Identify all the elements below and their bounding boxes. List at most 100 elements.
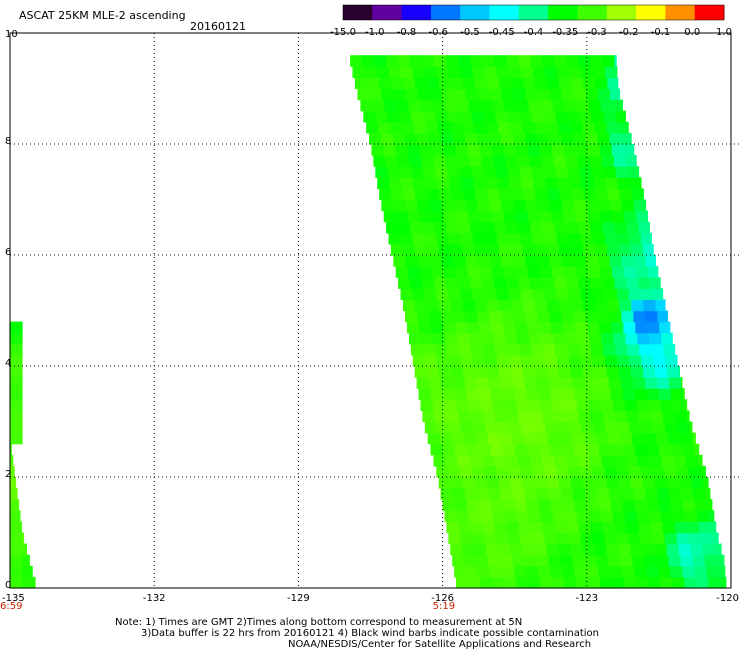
- data-cell: [515, 144, 529, 156]
- data-cell: [402, 299, 416, 312]
- data-cell: [706, 499, 713, 511]
- data-cell: [416, 377, 430, 389]
- data-cell: [547, 432, 561, 445]
- data-cell: [645, 310, 659, 323]
- data-cell: [568, 66, 582, 78]
- data-cell: [405, 199, 418, 212]
- data-cell: [605, 421, 618, 434]
- data-cell: [579, 166, 593, 178]
- data-cell: [563, 266, 577, 278]
- data-cell: [655, 299, 666, 312]
- data-cell: [619, 477, 632, 489]
- data-cell: [646, 443, 660, 456]
- data-cell: [454, 565, 467, 578]
- data-cell: [434, 343, 448, 356]
- data-cell: [537, 310, 550, 323]
- data-cell: [710, 521, 717, 534]
- data-cell: [597, 255, 611, 267]
- data-cell: [504, 510, 518, 522]
- data-cell: [481, 155, 495, 167]
- data-cell: [554, 410, 568, 423]
- data-cell: [376, 66, 390, 78]
- data-cell: [454, 499, 468, 511]
- data-cell: [525, 310, 538, 323]
- data-cell: [595, 432, 609, 445]
- data-cell: [495, 110, 509, 123]
- data-cell: [490, 388, 504, 400]
- data-cell: [10, 465, 15, 478]
- data-cell: [440, 488, 454, 500]
- colorbar: [342, 4, 725, 21]
- data-cell: [612, 399, 626, 411]
- data-cell: [417, 132, 430, 145]
- data-cell: [389, 177, 402, 189]
- data-cell: [535, 243, 548, 256]
- data-cell: [524, 488, 538, 500]
- data-cell: [611, 144, 625, 156]
- data-cell: [557, 177, 571, 189]
- data-cell: [676, 465, 690, 478]
- data-cell: [607, 432, 621, 445]
- data-cell: [518, 521, 532, 534]
- data-cell: [492, 399, 506, 411]
- data-cell: [482, 343, 496, 356]
- data-cell: [357, 88, 371, 101]
- data-cell: [638, 410, 652, 423]
- data-cell: [652, 532, 666, 545]
- data-cell: [472, 421, 486, 434]
- data-cell: [551, 144, 565, 156]
- data-cell: [568, 232, 582, 245]
- data-cell: [431, 266, 445, 278]
- data-cell: [424, 354, 438, 367]
- data-cell: [505, 155, 519, 167]
- data-cell: [660, 576, 673, 589]
- data-cell: [558, 366, 572, 378]
- data-cell: [596, 488, 610, 500]
- data-cell: [643, 299, 656, 312]
- data-cell: [670, 388, 684, 400]
- data-cell: [578, 277, 592, 289]
- data-cell: [645, 255, 656, 267]
- data-cell: [583, 77, 596, 90]
- data-cell: [486, 477, 500, 489]
- data-cell: [487, 432, 501, 445]
- data-cell: [622, 443, 636, 456]
- data-cell: [419, 321, 432, 334]
- data-cell: [616, 532, 630, 545]
- data-cell: [544, 421, 558, 434]
- data-cell: [472, 532, 486, 545]
- data-cell: [414, 77, 428, 90]
- data-cell: [10, 488, 18, 500]
- data-cell: [10, 477, 17, 489]
- data-cell: [607, 299, 620, 312]
- data-cell: [610, 499, 624, 511]
- data-cell: [603, 166, 617, 178]
- data-cell: [636, 210, 649, 223]
- data-cell: [451, 299, 464, 312]
- data-cell: [539, 266, 553, 278]
- data-cell: [716, 554, 725, 567]
- data-cell: [477, 88, 491, 101]
- data-cell: [445, 155, 459, 167]
- data-cell: [570, 477, 584, 489]
- data-cell: [588, 266, 601, 278]
- data-cell: [490, 565, 503, 578]
- data-cell: [609, 310, 623, 323]
- data-cell: [597, 310, 610, 323]
- data-cell: [554, 277, 567, 289]
- data-cell: [10, 410, 23, 423]
- data-cell: [468, 99, 482, 112]
- data-cell: [492, 576, 505, 589]
- data-cell: [377, 177, 390, 189]
- data-cell: [460, 421, 474, 434]
- data-cell: [694, 565, 708, 578]
- data-cell: [590, 55, 604, 67]
- data-cell: [573, 132, 586, 145]
- data-cell: [395, 266, 409, 278]
- data-cell: [453, 255, 467, 267]
- data-cell: [544, 66, 558, 78]
- data-cell: [572, 488, 586, 500]
- data-cell: [443, 210, 457, 223]
- data-cell: [566, 55, 579, 67]
- data-cell: [489, 310, 502, 323]
